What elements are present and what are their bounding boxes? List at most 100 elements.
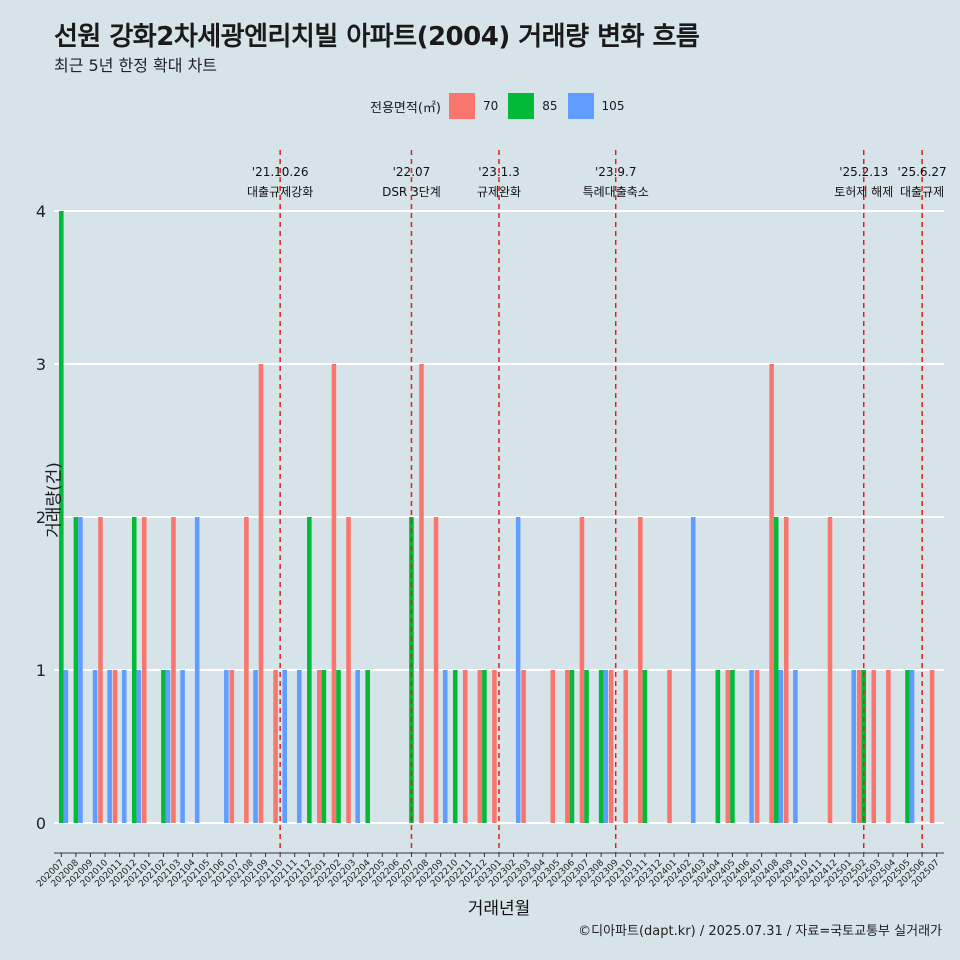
annotation-label-202207: DSR 3단계 bbox=[382, 185, 441, 199]
bar-202412-70 bbox=[827, 517, 833, 823]
bar-202306-70 bbox=[565, 670, 570, 823]
bar-202107-70 bbox=[229, 670, 235, 823]
bar-202310-70 bbox=[623, 670, 629, 823]
bar-202010-105 bbox=[107, 670, 112, 823]
legend-label-105: 105 bbox=[601, 99, 625, 113]
bar-202505-85 bbox=[905, 670, 910, 823]
bar-202202-85 bbox=[336, 670, 341, 823]
bar-202008-85 bbox=[73, 517, 79, 823]
annotation-date-202207: '22.07 bbox=[393, 165, 431, 179]
bar-202108-70 bbox=[244, 517, 249, 823]
bar-202007-85 bbox=[59, 211, 64, 823]
y-axis-label: 거래량(건) bbox=[44, 462, 65, 538]
annotation-label-202110: 대출규제강화 bbox=[247, 185, 313, 199]
chart-title: 선원 강화2차세광엔리치빌 아파트(2004) 거래량 변화 흐름 bbox=[54, 22, 700, 52]
bar-202311-70 bbox=[638, 517, 643, 823]
bar-202202-70 bbox=[331, 364, 337, 823]
legend-title: 전용면적(㎡) bbox=[370, 100, 441, 116]
annotation-date-202309: '23.9.7 bbox=[595, 165, 636, 179]
bar-202102-105 bbox=[165, 670, 171, 823]
legend: 전용면적(㎡) 70 85 105 bbox=[370, 93, 634, 119]
bar-202502-70 bbox=[856, 670, 862, 823]
bar-202009-105 bbox=[92, 670, 98, 823]
bar-202103-70 bbox=[171, 517, 176, 823]
bar-202212-85 bbox=[482, 670, 487, 823]
bar-202505-105 bbox=[909, 670, 915, 823]
bar-202311-85 bbox=[642, 670, 648, 823]
bar-202207-85 bbox=[409, 517, 414, 823]
bar-202012-105 bbox=[136, 670, 142, 823]
bar-202305-70 bbox=[550, 670, 556, 823]
legend-swatch-105 bbox=[567, 93, 594, 119]
y-tick-label-0: 0 bbox=[36, 814, 46, 833]
bar-202101-70 bbox=[141, 517, 147, 823]
y-tick-label-4: 4 bbox=[36, 202, 46, 221]
bar-202204-85 bbox=[365, 670, 370, 823]
bar-202201-70 bbox=[317, 670, 322, 823]
y-tick-label-3: 3 bbox=[36, 355, 46, 374]
bar-202109-70 bbox=[258, 364, 264, 823]
bar-202407-70 bbox=[754, 670, 760, 823]
bar-202405-70 bbox=[725, 670, 731, 823]
source-caption: ©디아파트(dapt.kr) / 2025.07.31 / 자료=국토교통부 실… bbox=[578, 924, 942, 939]
legend-label-70: 70 bbox=[482, 99, 499, 113]
bar-202507-70 bbox=[929, 670, 935, 823]
bar-202010-70 bbox=[98, 517, 103, 823]
bar-202504-70 bbox=[886, 670, 891, 823]
bar-202012-85 bbox=[131, 517, 137, 823]
legend-item-85: 85 bbox=[508, 93, 558, 119]
bar-202309-70 bbox=[608, 670, 614, 823]
bar-202308-105 bbox=[603, 670, 608, 823]
y-tick-label-2: 2 bbox=[36, 508, 46, 527]
bar-202503-70 bbox=[871, 670, 877, 823]
annotation-date-202506: '25.6.27 bbox=[898, 165, 947, 179]
bar-202307-85 bbox=[584, 670, 589, 823]
chart-subtitle: 최근 5년 한정 확대 차트 bbox=[54, 56, 218, 75]
bar-202401-70 bbox=[667, 670, 672, 823]
bar-202104-105 bbox=[194, 517, 200, 823]
bar-202404-85 bbox=[715, 670, 721, 823]
bar-202409-70 bbox=[783, 517, 789, 823]
bar-202211-70 bbox=[462, 670, 468, 823]
bar-202110-105 bbox=[282, 670, 288, 823]
bar-202011-70 bbox=[112, 670, 118, 823]
bar-202408-70 bbox=[769, 364, 774, 823]
y-tick-label-1: 1 bbox=[36, 661, 46, 680]
bar-202212-70 bbox=[477, 670, 483, 823]
bar-202303-70 bbox=[521, 670, 526, 823]
legend-item-70: 70 bbox=[448, 93, 499, 119]
bar-202308-85 bbox=[598, 670, 604, 823]
annotation-date-202110: '21.10.26 bbox=[252, 165, 309, 179]
legend-swatch-70 bbox=[448, 93, 475, 119]
bar-202409-105 bbox=[793, 670, 798, 823]
annotation-date-202301: '23.1.3 bbox=[478, 165, 519, 179]
bar-202208-70 bbox=[419, 364, 424, 823]
bar-202111-105 bbox=[297, 670, 302, 823]
bar-202302-105 bbox=[515, 517, 521, 823]
bar-202108-105 bbox=[253, 670, 258, 823]
x-axis-label: 거래년월 bbox=[468, 899, 531, 919]
legend-label-85: 85 bbox=[542, 99, 558, 113]
annotation-label-202301: 규제완화 bbox=[477, 185, 521, 199]
bar-202209-70 bbox=[433, 517, 439, 823]
bar-202201-85 bbox=[321, 670, 327, 823]
bar-202110-70 bbox=[273, 670, 278, 823]
bar-202501-105 bbox=[851, 670, 857, 823]
bar-202203-105 bbox=[355, 670, 360, 823]
bar-202011-105 bbox=[121, 670, 127, 823]
bar-202210-85 bbox=[452, 670, 458, 823]
annotation-label-202506: 대출규제 bbox=[900, 185, 944, 199]
bar-202406-105 bbox=[749, 670, 754, 823]
bar-202408-85 bbox=[773, 517, 779, 823]
bar-202405-85 bbox=[730, 670, 735, 823]
bar-202007-105 bbox=[63, 670, 69, 823]
bar-202209-105 bbox=[442, 670, 448, 823]
bar-202203-70 bbox=[346, 517, 351, 823]
bar-202103-105 bbox=[180, 670, 185, 823]
bar-202402-105 bbox=[690, 517, 696, 823]
bar-202306-85 bbox=[569, 670, 575, 823]
annotation-date-202502: '25.2.13 bbox=[839, 165, 888, 179]
annotation-label-202502: 토허제 해제 bbox=[834, 185, 893, 199]
